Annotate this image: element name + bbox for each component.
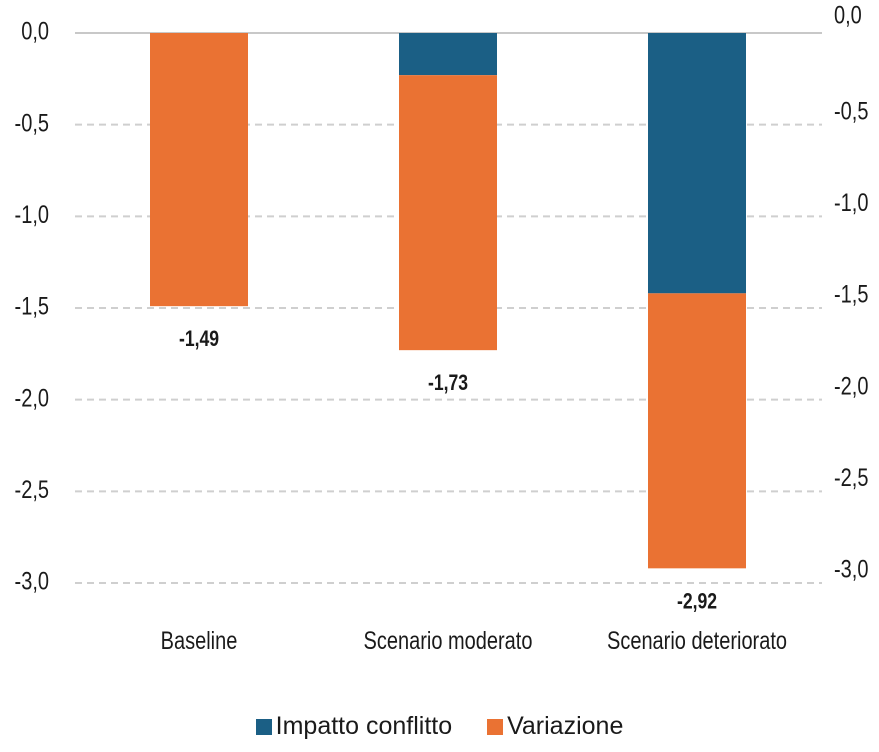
legend-item-impatto: Impatto conflitto bbox=[255, 712, 453, 741]
legend-label-variazione: Variazione bbox=[507, 712, 624, 740]
y-tick-label-left: -0,5 bbox=[15, 109, 49, 137]
bar-impatto-conflitto bbox=[399, 33, 497, 76]
legend-item-variazione: Variazione bbox=[487, 712, 623, 741]
legend-swatch-variazione bbox=[487, 718, 504, 735]
y-tick-label-right: -3,0 bbox=[834, 556, 868, 584]
y-tick-label-right: -1,0 bbox=[834, 189, 868, 217]
y-tick-label-right: -0,5 bbox=[834, 97, 868, 125]
y-tick-label-left: -2,0 bbox=[15, 384, 49, 412]
x-category-label: Scenario moderato bbox=[364, 627, 533, 655]
legend-swatch-impatto bbox=[255, 718, 272, 735]
bar-variazione bbox=[648, 293, 746, 569]
legend: Impatto conflitto Variazione bbox=[0, 712, 879, 742]
x-category-label: Scenario deteriorato bbox=[607, 627, 787, 655]
y-axis-left: 0,0 -0,5 -1,0 -1,5 -2,0 -2,5 -3,0 bbox=[15, 18, 49, 596]
bar-variazione bbox=[150, 33, 248, 307]
x-axis: Baseline Scenario moderato Scenario deteri… bbox=[161, 627, 787, 655]
bars bbox=[150, 33, 746, 569]
bar-impatto-conflitto bbox=[648, 33, 746, 294]
bar-variazione bbox=[399, 75, 497, 351]
y-tick-label-left: -1,5 bbox=[15, 293, 49, 321]
y-tick-label-left: -1,0 bbox=[15, 201, 49, 229]
data-labels: -1,49 -1,73 -2,92 bbox=[179, 327, 717, 613]
data-label-total: -2,92 bbox=[677, 590, 717, 614]
y-tick-label-right: -2,0 bbox=[834, 372, 868, 400]
legend-label-impatto: Impatto conflitto bbox=[275, 712, 453, 740]
y-tick-label-right: -1,5 bbox=[834, 281, 868, 309]
y-axis-right: 0,0 -0,5 -1,0 -1,5 -2,0 -2,5 -3,0 bbox=[834, 2, 868, 584]
y-tick-label-right: 0,0 bbox=[834, 2, 862, 30]
y-tick-label-left: -2,5 bbox=[15, 476, 49, 504]
y-tick-label-right: -2,5 bbox=[834, 464, 868, 492]
x-category-label: Baseline bbox=[161, 627, 238, 655]
y-tick-label-left: 0,0 bbox=[21, 18, 49, 46]
y-tick-label-left: -3,0 bbox=[15, 568, 49, 596]
data-label-total: -1,73 bbox=[428, 371, 468, 395]
data-label-total: -1,49 bbox=[179, 327, 219, 351]
